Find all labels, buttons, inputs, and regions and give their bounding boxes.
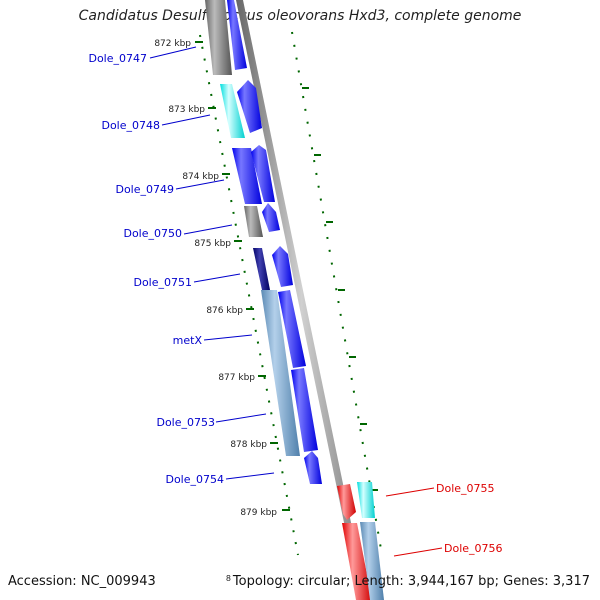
gene-label-dole0750[interactable]: Dole_0750 bbox=[123, 227, 182, 240]
gene-dole0749-reverse bbox=[232, 148, 262, 204]
kbp-tick-label: 878 kbp bbox=[230, 440, 267, 450]
right-leader-lines bbox=[385, 487, 443, 557]
genome-title: Candidatus Desulfococcus oleovorans Hxd3… bbox=[78, 8, 522, 24]
gene-label-dole0756[interactable]: Dole_0756 bbox=[444, 542, 503, 555]
inner-tick-track bbox=[199, 34, 299, 556]
genome-summary: 8 Topology: circular; Length: 3,944,167 b… bbox=[226, 574, 590, 589]
gene-label-dole0751[interactable]: Dole_0751 bbox=[133, 276, 192, 289]
gene-metx-forward bbox=[278, 290, 306, 368]
gene-dole0754-forward bbox=[304, 451, 322, 484]
gene-dole0756-reverse bbox=[342, 523, 372, 600]
gene-label-dole0748[interactable]: Dole_0748 bbox=[101, 119, 160, 132]
gene-dole0749-forward bbox=[251, 145, 275, 202]
kbp-tick-label: 874 kbp bbox=[182, 172, 219, 182]
kbp-tick-label: 879 kbp bbox=[240, 508, 277, 518]
summary-text: Topology: circular; Length: 3,944,167 bp… bbox=[232, 574, 590, 589]
accession-text: Accession: NC_009943 bbox=[8, 574, 156, 589]
left-leader-lines bbox=[149, 46, 275, 480]
gene-label-dole0753[interactable]: Dole_0753 bbox=[156, 416, 215, 429]
kbp-tick-label: 872 kbp bbox=[154, 39, 191, 49]
gene-dole0753-forward bbox=[291, 368, 318, 452]
gene-dole0748-reverse bbox=[220, 84, 245, 138]
gene-dole0747-reverse bbox=[205, 0, 232, 75]
gene-label-dole0747[interactable]: Dole_0747 bbox=[88, 52, 147, 65]
gene-dole0756-forward bbox=[360, 522, 384, 600]
kbp-tick-label: 876 kbp bbox=[206, 306, 243, 316]
gene-dole0755-reverse bbox=[337, 484, 356, 520]
kbp-tick-label: 873 kbp bbox=[168, 105, 205, 115]
gene-label-dole0754[interactable]: Dole_0754 bbox=[165, 473, 224, 486]
chromosome-backbone bbox=[236, 0, 367, 600]
gene-dole0748-forward bbox=[237, 80, 262, 133]
gene-label-metx[interactable]: metX bbox=[173, 334, 203, 347]
gene-dole0750-reverse bbox=[244, 206, 263, 237]
gene-dole0751-forward bbox=[272, 246, 293, 287]
gene-label-dole0755[interactable]: Dole_0755 bbox=[436, 482, 495, 495]
gene-dole0755-forward bbox=[357, 482, 375, 518]
kbp-tick-marks bbox=[195, 41, 290, 511]
gene-metx-reverse bbox=[261, 290, 300, 456]
footer-tick-label: 8 bbox=[225, 574, 231, 583]
kbp-tick-label: 875 kbp bbox=[194, 239, 231, 249]
gene-dole0751-reverse bbox=[253, 248, 270, 290]
gene-dole0750-forward bbox=[262, 203, 280, 232]
gene-dole0747-forward bbox=[227, 0, 247, 70]
kbp-tick-label: 877 kbp bbox=[218, 373, 255, 383]
gene-label-dole0749[interactable]: Dole_0749 bbox=[115, 183, 174, 196]
outer-tick-track bbox=[291, 31, 383, 556]
